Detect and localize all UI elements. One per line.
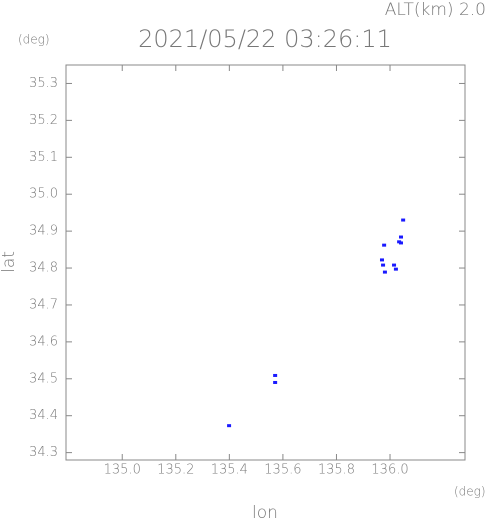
data-point [273, 373, 278, 377]
y-tick-label: 35.0 [29, 187, 58, 202]
x-tick-label: 135.0 [104, 463, 141, 478]
data-point [397, 240, 402, 244]
data-point [273, 380, 278, 384]
y-tick-label: 34.9 [29, 224, 58, 239]
y-tick-label: 35.1 [29, 150, 58, 165]
x-tick-label: 135.2 [157, 463, 194, 478]
y-tick-label: 34.7 [29, 297, 58, 312]
data-point [382, 270, 387, 274]
data-point [381, 263, 386, 267]
y-tick-label: 34.6 [29, 334, 58, 349]
y-tick-label: 34.8 [29, 261, 58, 276]
plot-frame [65, 64, 466, 461]
data-point [392, 263, 397, 267]
chart-title: 2021/05/22 03:26:11 [138, 25, 392, 53]
x-tick-label: 135.8 [318, 463, 355, 478]
altitude-annotation: ALT(km) 2.0 [385, 0, 486, 20]
y-tick-label: 35.3 [29, 76, 58, 91]
data-point [382, 243, 387, 247]
y-tick-label: 34.4 [29, 408, 58, 423]
y-unit: (deg) [18, 33, 50, 47]
data-point [227, 424, 232, 428]
x-axis-label: lon [252, 503, 278, 521]
data-point [393, 267, 398, 271]
x-tick-label: 135.4 [211, 463, 248, 478]
data-point [379, 258, 384, 262]
x-tick-label: 136.0 [371, 463, 408, 478]
x-unit: (deg) [454, 485, 486, 499]
data-point [398, 235, 403, 239]
y-tick-label: 34.3 [29, 445, 58, 460]
y-axis-label: lat [0, 251, 19, 273]
x-tick-label: 135.6 [264, 463, 301, 478]
data-point [401, 218, 406, 222]
y-tick-label: 35.2 [29, 113, 58, 128]
y-tick-label: 34.5 [29, 371, 58, 386]
